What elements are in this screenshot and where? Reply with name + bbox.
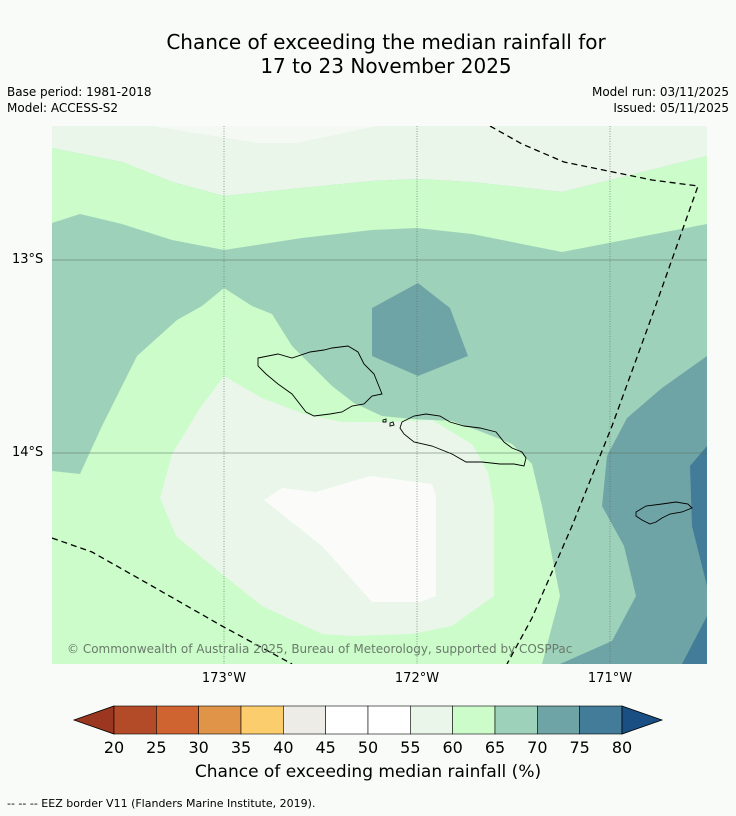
colorbar-segment xyxy=(494,705,538,735)
rainfall-map xyxy=(52,126,707,664)
eez-footnote: -- -- -- EEZ border V11 (Flanders Marine… xyxy=(7,797,316,810)
band-center-50-55 xyxy=(264,476,436,602)
eez-border xyxy=(52,126,699,664)
model-name: Model: ACCESS-S2 xyxy=(7,101,119,115)
islands xyxy=(257,345,693,525)
island-savaii xyxy=(257,345,383,417)
island-small-2 xyxy=(389,421,395,427)
colorbar-segment xyxy=(113,705,157,735)
lat-label-14s: 14°S xyxy=(12,445,44,460)
colorbar-tick-label: 40 xyxy=(273,738,294,757)
colorbar-over-arrow xyxy=(621,705,664,735)
colorbar-tick-label: 35 xyxy=(230,738,252,757)
copyright-credit: © Commonwealth of Australia 2025, Bureau… xyxy=(67,642,573,656)
colorbar-tick-label: 70 xyxy=(527,738,548,757)
colorbar-segment xyxy=(283,705,326,735)
grid-lines xyxy=(223,126,611,664)
colorbar-tick-label: 80 xyxy=(611,738,633,757)
colorbar-segment xyxy=(198,705,242,735)
colorbar-segment xyxy=(325,705,369,735)
band-top-55-60 xyxy=(52,148,707,252)
colorbar-tick-label: 30 xyxy=(188,738,209,757)
base-period: Base period: 1981-2018 xyxy=(7,85,152,99)
island-tutuila xyxy=(635,501,693,525)
lon-label-172w: 172°W xyxy=(394,671,440,686)
colorbar-tick-label: 50 xyxy=(357,738,379,757)
colorbar-segment xyxy=(537,705,580,735)
title-line-2: 17 to 23 November 2025 xyxy=(260,54,512,78)
colorbar-label: Chance of exceeding median rainfall (%) xyxy=(194,762,542,782)
blob-70-75-north xyxy=(372,283,468,376)
colorbar-under-arrow xyxy=(72,705,115,735)
colorbar-segment xyxy=(156,705,199,735)
lon-label-171w: 171°W xyxy=(587,671,633,686)
colorbar-tick-label: 65 xyxy=(484,738,506,757)
colorbar-segment xyxy=(452,705,496,735)
meta-right: Model run: 03/11/2025 Issued: 05/11/2025 xyxy=(592,84,729,116)
map-title: Chance of exceeding the median rainfall … xyxy=(0,30,736,78)
colorbar-tick-label: 75 xyxy=(569,738,590,757)
region-70-75-east xyxy=(560,356,707,664)
band-top-60-65 xyxy=(52,126,707,196)
lon-label-173w: 173°W xyxy=(201,671,247,686)
colorbar-segment xyxy=(579,705,623,735)
colorbar-tick-label: 55 xyxy=(400,738,421,757)
colorbar-tick-label: 20 xyxy=(103,738,125,757)
colorbar-segment xyxy=(240,705,284,735)
colorbar-tick-label: 60 xyxy=(442,738,463,757)
colorbar-tick-label: 25 xyxy=(146,738,167,757)
island-small-1 xyxy=(382,418,387,423)
title-line-1: Chance of exceeding the median rainfall … xyxy=(166,30,606,54)
colorbar-tick-label: 45 xyxy=(315,738,336,757)
model-run: Model run: 03/11/2025 xyxy=(591,85,729,99)
lat-label-13s: 13°S xyxy=(12,252,44,267)
region-75-80-east xyxy=(682,446,707,664)
colorbar-segment xyxy=(367,705,411,735)
colorbar xyxy=(72,705,664,735)
colorbar-segment xyxy=(410,705,453,735)
band-top-white xyxy=(152,126,377,143)
issued-date: Issued: 05/11/2025 xyxy=(613,101,729,115)
island-upolu xyxy=(399,413,527,467)
meta-left: Base period: 1981-2018 Model: ACCESS-S2 xyxy=(7,84,152,116)
